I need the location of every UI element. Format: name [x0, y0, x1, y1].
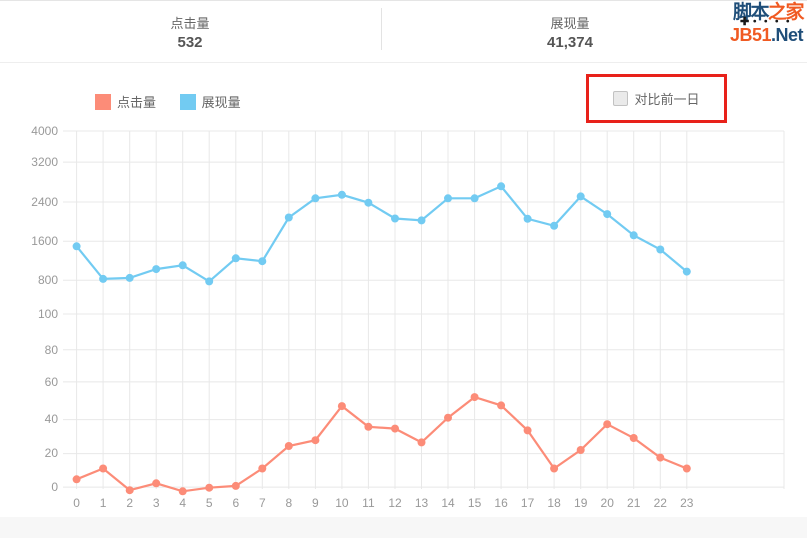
svg-text:11: 11 — [362, 496, 375, 510]
svg-text:21: 21 — [627, 496, 641, 510]
svg-text:20: 20 — [45, 446, 59, 460]
svg-text:15: 15 — [468, 496, 482, 510]
svg-text:19: 19 — [574, 496, 588, 510]
svg-text:80: 80 — [45, 343, 59, 357]
svg-text:4000: 4000 — [31, 124, 58, 138]
svg-text:2: 2 — [126, 496, 133, 510]
svg-text:12: 12 — [388, 496, 402, 510]
svg-text:1: 1 — [100, 496, 107, 510]
svg-text:18: 18 — [547, 496, 561, 510]
svg-text:23: 23 — [680, 496, 694, 510]
svg-text:5: 5 — [206, 496, 213, 510]
svg-text:17: 17 — [521, 496, 535, 510]
svg-text:6: 6 — [232, 496, 239, 510]
svg-text:13: 13 — [415, 496, 429, 510]
svg-text:40: 40 — [45, 412, 59, 426]
svg-text:0: 0 — [73, 496, 80, 510]
svg-text:3200: 3200 — [31, 155, 58, 169]
svg-text:8: 8 — [285, 496, 292, 510]
svg-text:100: 100 — [38, 307, 58, 321]
svg-text:4: 4 — [179, 496, 186, 510]
svg-text:7: 7 — [259, 496, 266, 510]
svg-text:3: 3 — [153, 496, 160, 510]
svg-text:2400: 2400 — [31, 195, 58, 209]
svg-text:60: 60 — [45, 375, 59, 389]
svg-text:16: 16 — [494, 496, 508, 510]
svg-text:0: 0 — [51, 480, 58, 494]
svg-text:10: 10 — [335, 496, 349, 510]
svg-text:20: 20 — [601, 496, 615, 510]
svg-text:22: 22 — [654, 496, 668, 510]
svg-text:800: 800 — [38, 273, 58, 287]
svg-text:14: 14 — [441, 496, 455, 510]
svg-text:1600: 1600 — [31, 234, 58, 248]
svg-text:9: 9 — [312, 496, 319, 510]
